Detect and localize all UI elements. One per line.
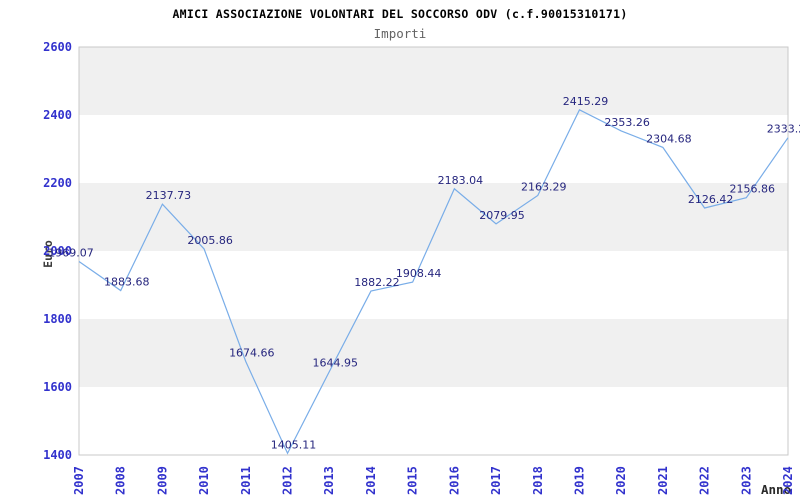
point-label: 1405.11 — [271, 438, 317, 451]
x-tick-label: 2020 — [614, 466, 628, 495]
point-label: 2304.68 — [646, 132, 692, 145]
y-tick-label: 2400 — [43, 108, 72, 122]
point-label: 1883.68 — [104, 276, 150, 289]
point-label: 1674.66 — [229, 347, 275, 360]
x-tick-label: 2016 — [447, 466, 461, 495]
point-label: 2333.2 — [767, 123, 800, 136]
plot-band — [79, 319, 788, 387]
point-label: 1644.95 — [312, 357, 358, 370]
x-tick-label: 2021 — [656, 466, 670, 495]
x-axis-title: Anno — [761, 482, 792, 497]
point-label: 2163.29 — [521, 180, 567, 193]
point-label: 2183.04 — [438, 174, 484, 187]
point-label: 2126.42 — [688, 193, 734, 206]
y-tick-label: 2600 — [43, 40, 72, 54]
x-tick-label: 2012 — [281, 466, 295, 495]
x-tick-label: 2018 — [531, 466, 545, 495]
point-label: 1882.22 — [354, 276, 400, 289]
x-tick-label: 2015 — [406, 466, 420, 495]
x-tick-label: 2014 — [364, 466, 378, 495]
x-tick-label: 2023 — [739, 466, 753, 495]
y-tick-label: 1800 — [43, 312, 72, 326]
y-tick-label: 1400 — [43, 448, 72, 462]
plot-border — [78, 46, 789, 456]
y-tick-label: 2000 — [43, 244, 72, 258]
series-line — [78, 108, 789, 455]
point-label: 2005.86 — [187, 234, 233, 247]
point-label: 1908.44 — [396, 267, 442, 280]
x-tick-label: 2019 — [572, 466, 586, 495]
x-tick-label: 2013 — [322, 466, 336, 495]
y-tick-label: 1600 — [43, 380, 72, 394]
point-label: 2079.95 — [479, 209, 525, 222]
chart-subtitle: Importi — [373, 26, 427, 41]
x-tick-label: 2009 — [155, 466, 169, 495]
point-label: 2137.73 — [146, 189, 192, 202]
point-label: 1969.07 — [48, 247, 94, 260]
x-tick-label: 2022 — [698, 466, 712, 495]
x-tick-label: 2024 — [781, 466, 795, 495]
point-label: 2353.26 — [604, 116, 650, 129]
chart-title: AMICI ASSOCIAZIONE VOLONTARI DEL SOCCORS… — [172, 7, 628, 21]
plot-band — [79, 183, 788, 251]
point-label: 2415.29 — [563, 95, 609, 108]
plot-band — [79, 47, 788, 115]
x-tick-label: 2010 — [197, 466, 211, 495]
y-tick-label: 2200 — [43, 176, 72, 190]
x-tick-label: 2008 — [114, 466, 128, 495]
x-tick-label: 2011 — [239, 466, 253, 495]
x-tick-label: 2007 — [72, 466, 86, 495]
x-tick-label: 2017 — [489, 466, 503, 495]
point-label: 2156.86 — [730, 183, 776, 196]
